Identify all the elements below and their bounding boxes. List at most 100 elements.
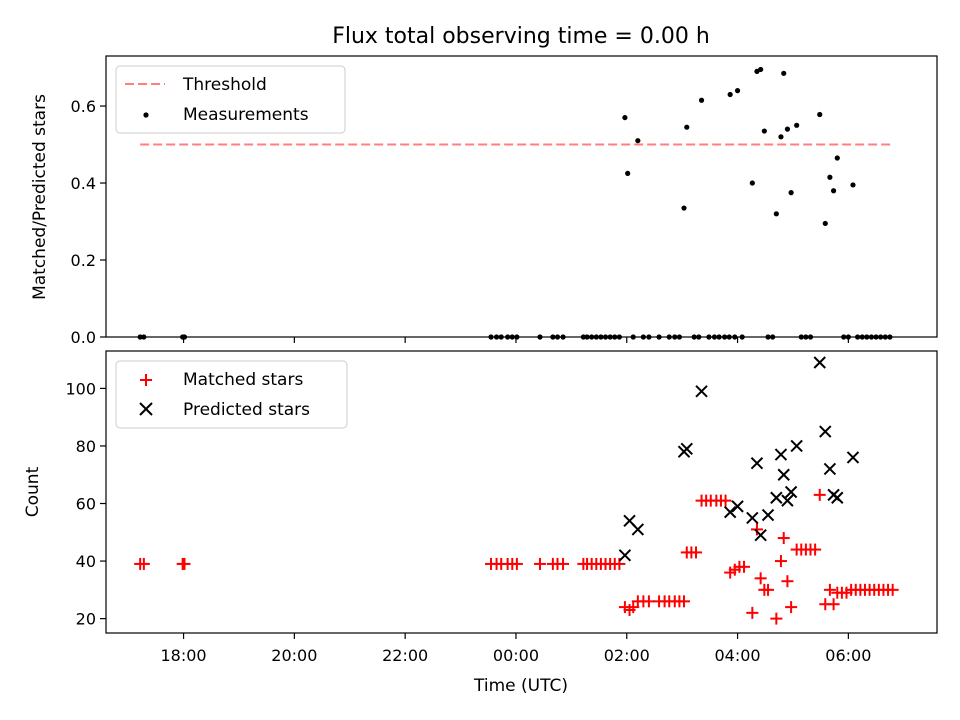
predicted-star-point: [746, 511, 759, 525]
matched-star-point: [886, 583, 899, 596]
top-y-ticks: 0.0 0.2 0.4 0.6: [71, 97, 106, 347]
predicted-star-point: [790, 439, 803, 453]
measurement-point: [698, 97, 705, 103]
legend-threshold-label: Threshold: [182, 75, 267, 95]
x-axis-label: Time (UTC): [473, 676, 568, 696]
y-tick-label: 0.0: [71, 328, 96, 347]
y-tick-label: 20: [76, 610, 96, 629]
measurement-point: [788, 190, 794, 196]
predicted-star-point: [784, 485, 798, 499]
predicted-star-point: [750, 457, 764, 470]
x-tick-label: 20:00: [271, 646, 317, 665]
x-tick-label: 00:00: [493, 646, 539, 665]
measurement-point: [822, 220, 828, 227]
bottom-plot-frame: [105, 350, 938, 634]
matched-star-points: [134, 488, 899, 625]
bottom-x-ticks: 18:00 20:00 22:00 00:00 02:00 04:00 06:00: [161, 633, 871, 665]
predicted-star-point: [680, 442, 693, 456]
chart-title: Flux total observing time = 0.00 h: [332, 24, 710, 49]
matched-star-point: [746, 606, 759, 619]
y-tick-label: 0.2: [71, 251, 96, 270]
matched-star-point: [642, 595, 655, 608]
x-tick-label: 06:00: [825, 646, 871, 665]
predicted-star-point: [819, 425, 832, 438]
matched-star-point: [823, 583, 836, 596]
legend-matched-swatch: [140, 374, 152, 386]
predicted-star-point: [781, 494, 794, 507]
matched-star-point: [774, 555, 787, 568]
y-tick-label: 80: [76, 437, 96, 456]
measurement-point: [622, 114, 628, 121]
bottom-y-ticks: 20 40 60 80 100: [65, 379, 106, 629]
measurement-point: [773, 211, 779, 217]
matched-star-point: [719, 494, 732, 507]
measurement-point: [794, 122, 800, 128]
predicted-star-point: [723, 505, 737, 519]
predicted-star-point: [695, 385, 708, 398]
y-tick-label: 60: [76, 495, 96, 514]
measurement-point: [625, 170, 631, 177]
matched-star-point: [754, 572, 767, 585]
x-tick-label: 02:00: [604, 646, 650, 665]
measurement-point: [681, 205, 687, 211]
x-tick-label: 18:00: [161, 646, 207, 665]
predicted-star-points: [618, 356, 860, 562]
top-x-ticks: [182, 337, 849, 343]
predicted-star-point: [631, 523, 645, 536]
measurement-point: [758, 66, 764, 73]
measurement-point: [781, 70, 787, 76]
matched-star-point: [770, 612, 783, 625]
matched-star-point: [785, 601, 798, 614]
measurement-point: [761, 128, 767, 134]
measurement-point: [684, 124, 690, 130]
measurement-point: [827, 174, 833, 180]
measurement-point: [784, 126, 791, 132]
matched-star-point: [557, 557, 570, 570]
matched-star-point: [178, 557, 191, 570]
top-plot-frame: [105, 55, 938, 338]
top-legend-box: [115, 65, 346, 134]
matched-star-point: [762, 583, 775, 596]
y-tick-label: 0.4: [71, 174, 96, 193]
bottom-panel: 20 40 60 80 100 18:00 20:00 22:00 00:00 02:00 04:…: [23, 350, 938, 696]
predicted-star-point: [731, 500, 744, 513]
predicted-star-point: [777, 468, 790, 481]
measurement-point: [850, 182, 856, 188]
predicted-star-point: [770, 491, 783, 504]
y-tick-label: 0.6: [71, 97, 96, 116]
top-y-axis-label: Matched/Predicted stars: [30, 94, 50, 300]
matched-star-point: [510, 557, 523, 570]
legend-predicted-label: Predicted stars: [183, 400, 310, 420]
measurement-point: [778, 134, 784, 140]
matched-star-point: [777, 532, 790, 545]
predicted-star-point: [761, 508, 775, 522]
legend-measurements-label: Measurements: [183, 105, 309, 125]
predicted-star-point: [618, 549, 632, 562]
legend-predicted-swatch: [139, 402, 153, 416]
predicted-star-point: [754, 528, 767, 542]
predicted-star-point: [846, 451, 860, 464]
matched-star-point: [750, 523, 763, 536]
measurement-point: [727, 91, 733, 98]
matched-star-point: [533, 557, 546, 570]
measurement-point: [817, 111, 823, 118]
matched-star-point: [690, 546, 703, 559]
measurement-point: [830, 188, 837, 194]
matched-star-point: [781, 575, 794, 588]
predicted-star-point: [774, 448, 788, 461]
predicted-star-point: [831, 491, 844, 504]
matched-star-point: [809, 543, 822, 556]
top-legend: Threshold Measurements: [115, 65, 346, 134]
measurement-point: [834, 155, 840, 161]
matched-star-point: [137, 557, 150, 570]
bottom-legend-box: [115, 360, 348, 429]
bottom-y-axis-label: Count: [23, 466, 43, 517]
measurement-point: [749, 180, 755, 186]
y-tick-label: 40: [76, 552, 96, 571]
x-tick-label: 04:00: [715, 646, 761, 665]
legend-measurement-swatch: [143, 112, 149, 118]
legend-matched-label: Matched stars: [183, 370, 303, 390]
measurement-point: [635, 138, 641, 144]
matched-star-point: [827, 598, 840, 611]
matched-star-point: [678, 595, 691, 608]
